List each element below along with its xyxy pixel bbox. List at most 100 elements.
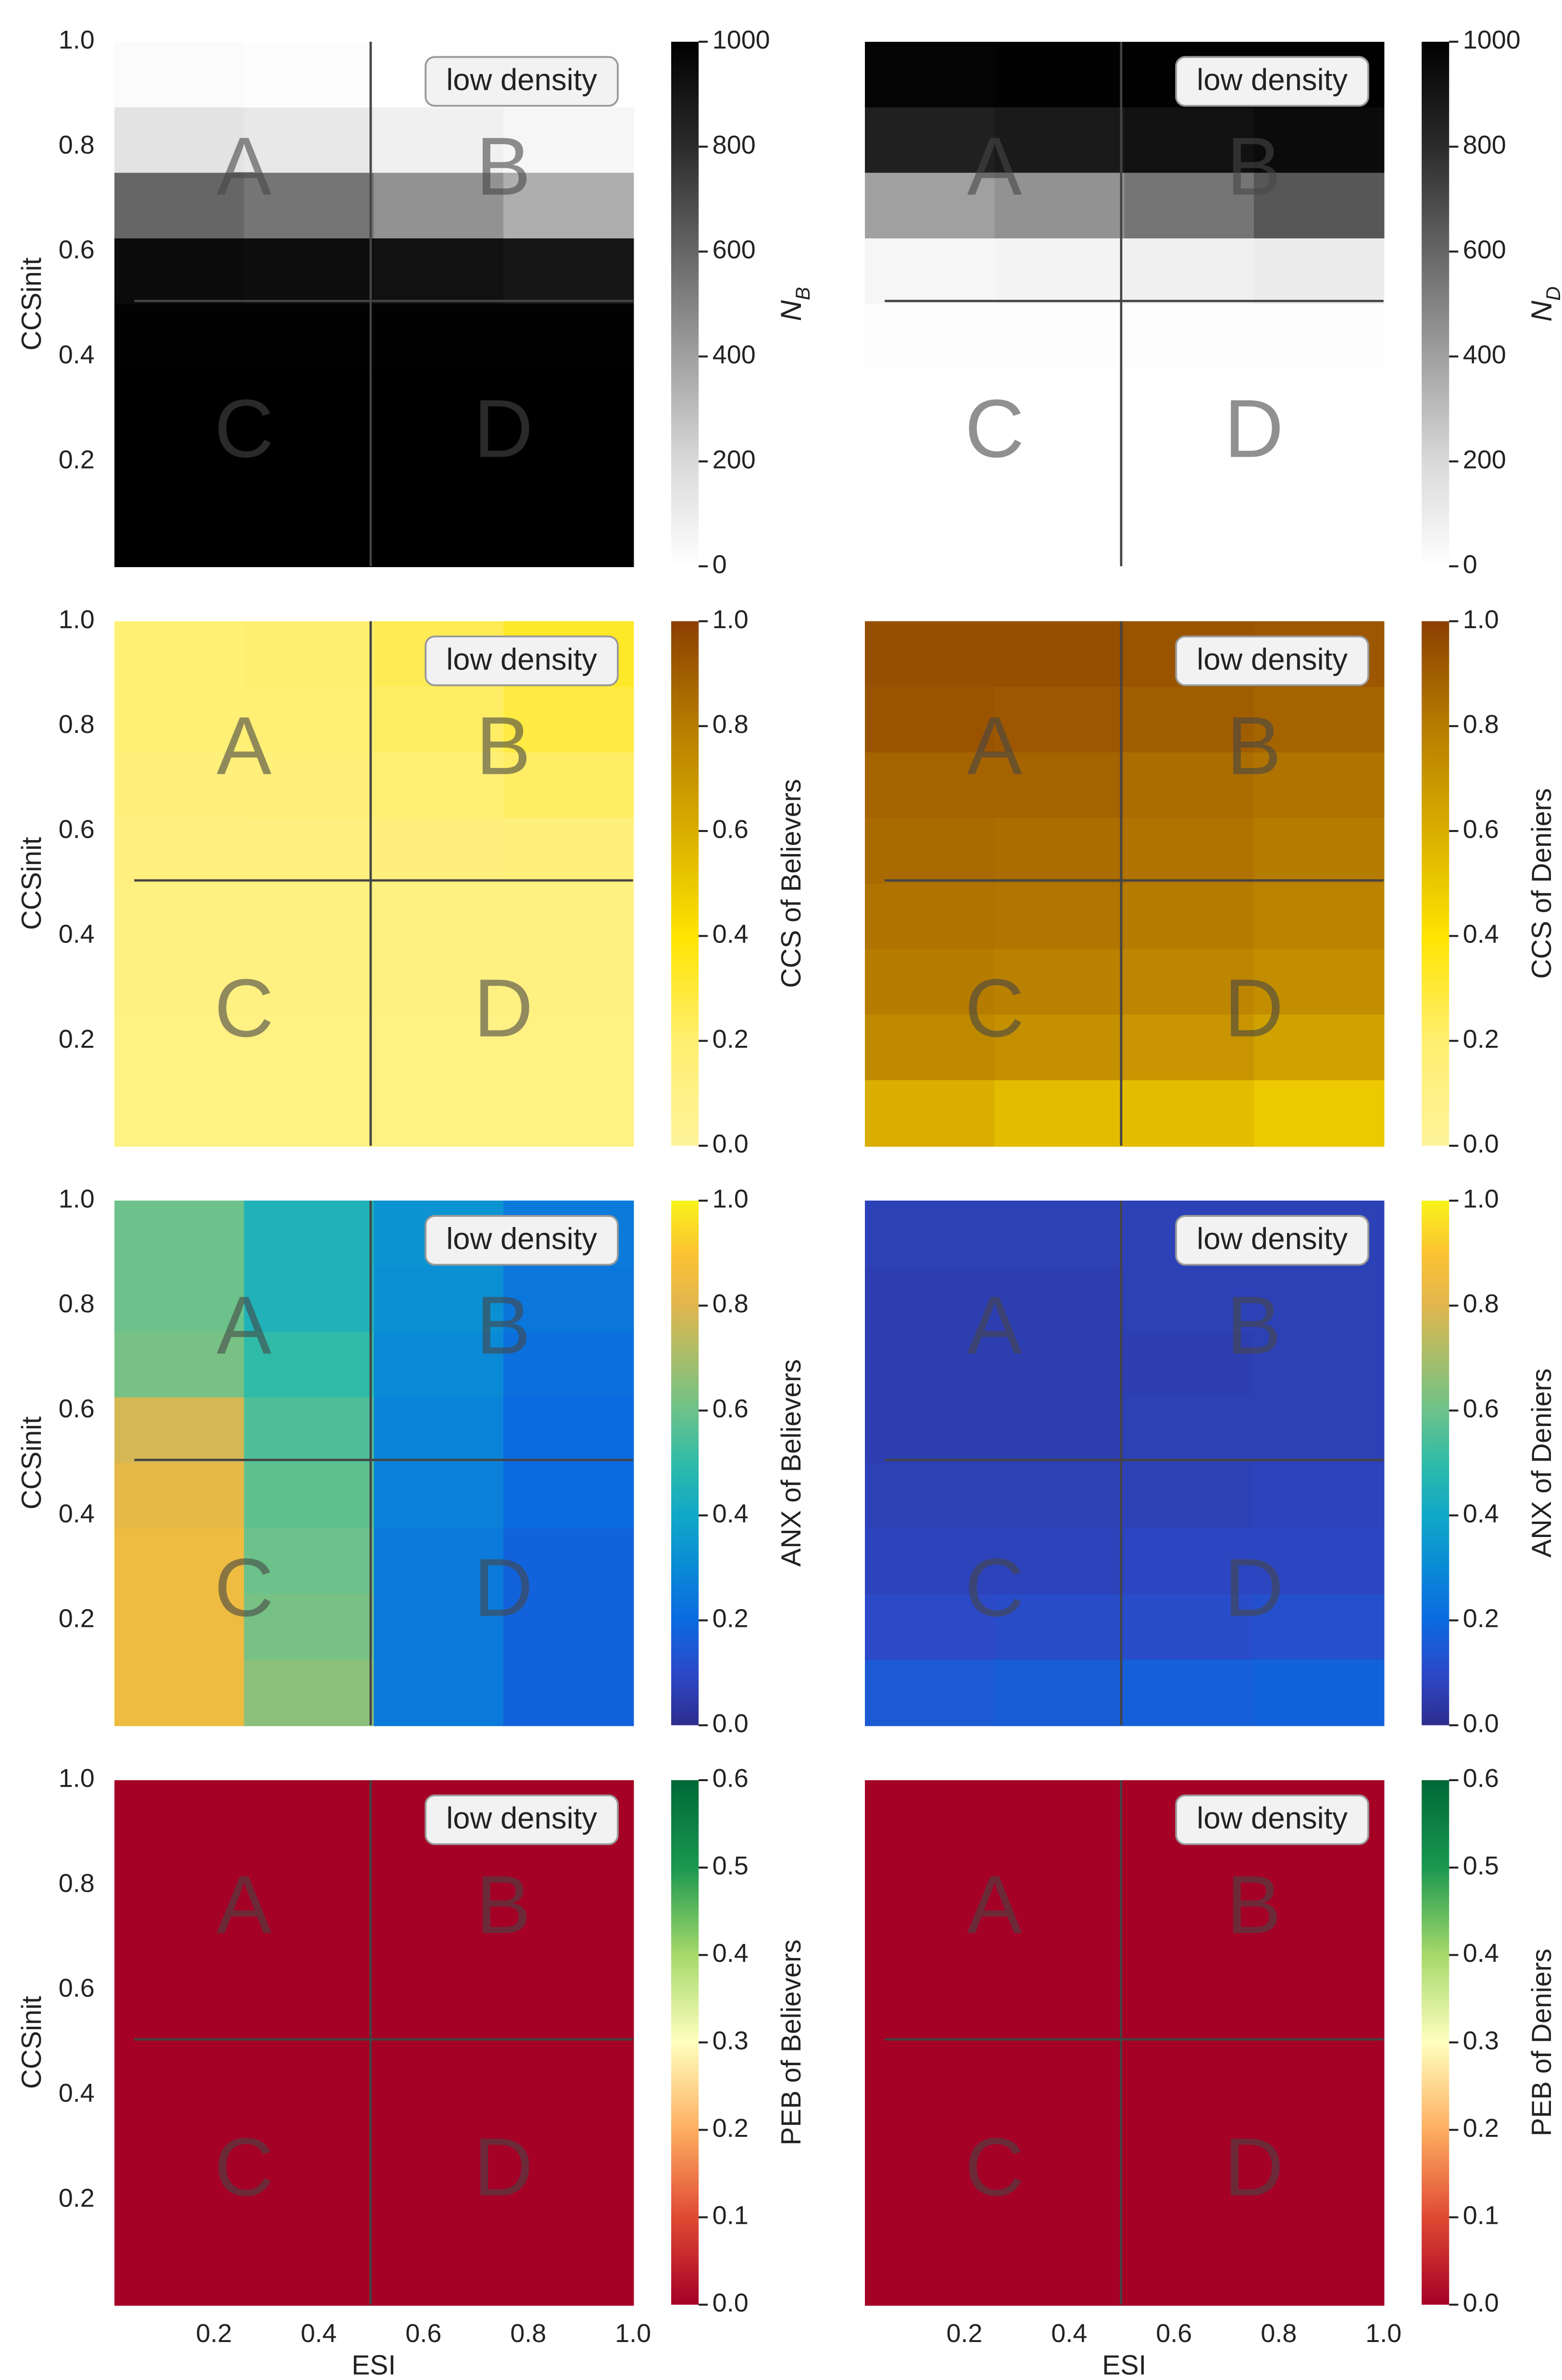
heatmap-cell bbox=[994, 1660, 1125, 1726]
heatmap-cell bbox=[1124, 304, 1255, 371]
colorbar-tick-label: 0.6 bbox=[1463, 1764, 1499, 1793]
heatmap-cell bbox=[114, 949, 245, 1016]
colorbar-tick-label: 0.1 bbox=[712, 2201, 749, 2230]
x-tick-label: 1.0 bbox=[1365, 2319, 1401, 2348]
heatmap-cell bbox=[994, 1977, 1125, 2044]
region-label: B bbox=[476, 1859, 531, 1951]
heatmap-cell bbox=[244, 1780, 375, 1847]
annotation-box bbox=[425, 1794, 619, 1846]
heatmap-cell bbox=[1254, 1332, 1385, 1399]
region-label: D bbox=[1224, 383, 1284, 475]
heatmap-cell bbox=[1124, 2239, 1255, 2306]
colorbar-tick-label: 0.4 bbox=[1463, 1939, 1499, 1968]
heatmap-cell bbox=[244, 173, 375, 240]
colorbar-tick-label: 0.4 bbox=[712, 1939, 749, 1968]
y-tick-label: 0.4 bbox=[59, 340, 95, 369]
heatmap-cell bbox=[244, 1911, 375, 1978]
heatmap-cell bbox=[865, 1015, 996, 1081]
heatmap-cell bbox=[865, 435, 996, 502]
heatmap-cell bbox=[994, 41, 1125, 109]
colorbar-tick-label: 0.6 bbox=[1463, 1394, 1499, 1423]
heatmap-cell bbox=[374, 2042, 504, 2109]
heatmap-cell bbox=[114, 2108, 245, 2175]
heatmap-cell bbox=[244, 1846, 375, 1912]
heatmap-cell bbox=[994, 435, 1125, 502]
y-tick-label: 0.6 bbox=[59, 815, 95, 843]
heatmap-cell bbox=[244, 883, 375, 950]
region-label: A bbox=[967, 700, 1022, 792]
annotation-box bbox=[425, 56, 619, 107]
heatmap-cell bbox=[244, 107, 375, 174]
heatmap-cell bbox=[244, 1977, 375, 2044]
colorbar-tick-label: 400 bbox=[1463, 340, 1506, 369]
y-tick-label: 0.4 bbox=[59, 1499, 95, 1528]
heatmap-cell bbox=[994, 686, 1125, 754]
heatmap-cell bbox=[503, 500, 634, 568]
region-label: A bbox=[217, 700, 272, 792]
region-label: B bbox=[1226, 1279, 1281, 1371]
heatmap-cell bbox=[1124, 1463, 1255, 1530]
heatmap-cell bbox=[1254, 949, 1385, 1016]
heatmap-cell bbox=[865, 238, 996, 305]
heatmap-cell bbox=[114, 41, 245, 109]
colorbar-tick-label: 0.6 bbox=[712, 1764, 749, 1793]
y-tick-label: 0.2 bbox=[59, 445, 95, 474]
colorbar-tick-label: 0.2 bbox=[1463, 2114, 1499, 2143]
y-tick-label: 0.2 bbox=[59, 2183, 95, 2212]
heatmap-cell bbox=[114, 2173, 245, 2240]
y-axis-label: CCSinit bbox=[16, 837, 47, 930]
heatmap-cell bbox=[244, 2239, 375, 2306]
heatmap-cell bbox=[114, 304, 245, 371]
heatmap-cell bbox=[503, 752, 634, 819]
heatmap-cell bbox=[865, 949, 996, 1016]
region-label: A bbox=[217, 121, 272, 212]
heatmap-cell bbox=[994, 1463, 1125, 1530]
colorbar-tick-label: 0.6 bbox=[712, 1394, 749, 1423]
heatmap-cell bbox=[503, 1911, 634, 1978]
heatmap-cell bbox=[865, 1201, 996, 1267]
heatmap-cell bbox=[114, 500, 245, 568]
y-tick-label: 1.0 bbox=[59, 1184, 95, 1213]
heatmap-cell bbox=[244, 1594, 375, 1661]
heatmap-cell bbox=[244, 1463, 375, 1530]
region-label: B bbox=[1226, 121, 1281, 212]
heatmap-cell bbox=[1254, 1977, 1385, 2044]
heatmap-cell bbox=[1124, 2173, 1255, 2240]
heatmap-cell bbox=[244, 238, 375, 305]
heatmap-cell bbox=[865, 1397, 996, 1464]
heatmap-cell bbox=[374, 2173, 504, 2240]
heatmap-cell bbox=[865, 1846, 996, 1912]
colorbar-tick-label: 0.4 bbox=[1463, 920, 1499, 949]
colorbar-label-main: N bbox=[775, 300, 807, 321]
heatmap-cell bbox=[1124, 1846, 1255, 1912]
y-tick-label: 0.6 bbox=[59, 236, 95, 264]
colorbar-tick-label: 0.6 bbox=[1463, 815, 1499, 843]
colorbar-tick-label: 0.5 bbox=[712, 1851, 749, 1880]
y-tick-label: 0.2 bbox=[59, 1025, 95, 1054]
heatmap-cell bbox=[865, 883, 996, 950]
heatmap-cell bbox=[1124, 1528, 1255, 1595]
heatmap-cell bbox=[114, 1594, 245, 1661]
colorbar-tick-label: 1000 bbox=[712, 25, 770, 54]
heatmap-cell bbox=[114, 173, 245, 240]
heatmap-cell bbox=[374, 107, 504, 174]
heatmap-cell bbox=[503, 1846, 634, 1912]
heatmap-cell bbox=[374, 883, 504, 950]
region-label: D bbox=[1224, 1542, 1284, 1634]
colorbar-tick-label: 0 bbox=[712, 550, 727, 579]
heatmap-cell bbox=[1124, 752, 1255, 819]
heatmap-cell bbox=[1254, 173, 1385, 240]
heatmap-cell bbox=[114, 107, 245, 174]
heatmap-cell bbox=[503, 107, 634, 174]
heatmap-cell bbox=[114, 1846, 245, 1912]
heatmap-cell bbox=[503, 2108, 634, 2175]
heatmap-cell bbox=[1124, 435, 1255, 502]
y-axis-label: CCSinit bbox=[16, 1996, 47, 2089]
heatmap-cell bbox=[1254, 1594, 1385, 1661]
heatmap-cell bbox=[865, 621, 996, 688]
colorbar-tick-label: 0.0 bbox=[1463, 1709, 1499, 1738]
heatmap-cell bbox=[1254, 1015, 1385, 1081]
heatmap-cell bbox=[1124, 1911, 1255, 1978]
heatmap-cell bbox=[1254, 500, 1385, 568]
